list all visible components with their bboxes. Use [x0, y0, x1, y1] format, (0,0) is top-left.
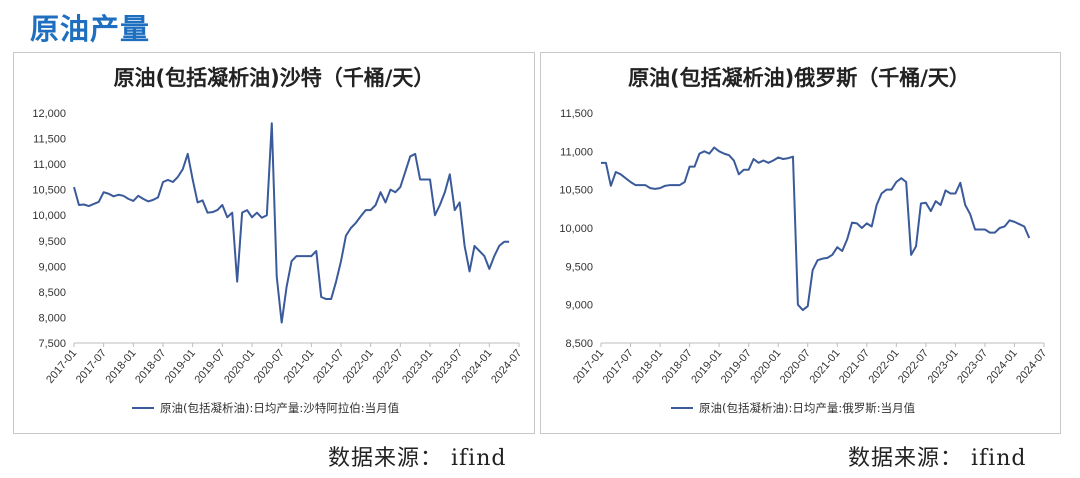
legend-label: 原油(包括凝析油):日均产量:沙特阿拉伯:当月值	[160, 401, 400, 415]
x-tick-label: 2022-01	[866, 347, 901, 386]
y-tick-label: 11,500	[33, 134, 66, 146]
x-tick-label: 2024-07	[1014, 347, 1049, 386]
chart-title: 原油(包括凝析油)俄罗斯（千桶/天）	[628, 66, 970, 90]
x-tick-label: 2024-01	[985, 347, 1020, 386]
y-tick-label: 10,000	[559, 223, 593, 235]
y-tick-label: 9,500	[565, 261, 593, 273]
x-tick-label: 2023-07	[430, 347, 465, 386]
x-tick-label: 2018-07	[133, 347, 168, 386]
chart-saudi: 原油(包括凝析油)沙特（千桶/天） 7,500 8,000 8,500 9,000 9,5…	[32, 66, 524, 415]
x-tick-label: 2019-01	[163, 347, 198, 386]
chart-panel-saudi: 原油(包括凝析油)沙特（千桶/天） 7,500 8,000 8,500 9,000 9,5…	[13, 52, 535, 434]
y-tick-label: 12,000	[32, 108, 66, 120]
y-tick-label: 10,000	[32, 210, 66, 222]
x-tick-label: 2017-07	[601, 347, 636, 386]
y-tick-label: 8,000	[38, 312, 66, 324]
x-tick-label: 2022-01	[341, 347, 376, 386]
x-tick-label: 2023-01	[926, 347, 961, 386]
x-tick-label: 2022-07	[370, 347, 405, 386]
x-tick-label: 2020-01	[748, 347, 783, 386]
x-tick-label: 2017-07	[74, 347, 109, 386]
y-tick-label: 9,000	[38, 261, 66, 273]
x-tick-label: 2018-07	[660, 347, 695, 386]
y-tick-label: 10,500	[559, 185, 593, 197]
x-tick-label: 2019-07	[192, 347, 227, 386]
y-tick-label: 8,500	[565, 338, 593, 350]
x-tick-label: 2021-07	[311, 347, 346, 386]
x-tick-label: 2019-01	[689, 347, 724, 386]
y-tick-label: 10,500	[32, 185, 66, 197]
x-tick-label: 2023-01	[400, 347, 435, 386]
x-tick-label: 2018-01	[630, 347, 665, 386]
y-tick-label: 11,000	[33, 159, 66, 171]
x-tick-label: 2024-07	[489, 347, 524, 386]
legend-label: 原油(包括凝析油):日均产量:俄罗斯:当月值	[699, 401, 916, 415]
x-tick-label: 2020-07	[252, 347, 287, 386]
x-tick-label: 2023-07	[955, 347, 990, 386]
x-tick-label: 2019-07	[719, 347, 754, 386]
chart-panel-russia: 原油(包括凝析油)俄罗斯（千桶/天） 8,500 9,000 9,500 10,000 1…	[540, 52, 1061, 434]
x-tick-label: 2018-01	[103, 347, 138, 386]
series-line-russia	[601, 146, 1031, 312]
x-tick-label: 2021-07	[837, 347, 872, 386]
page-title: 原油产量	[30, 12, 151, 46]
x-tick-label: 2024-01	[459, 347, 494, 386]
x-tick-label: 2022-07	[896, 347, 931, 386]
x-tick-label: 2017-01	[571, 347, 606, 386]
y-tick-label: 8,500	[38, 287, 66, 299]
chart-russia: 原油(包括凝析油)俄罗斯（千桶/天） 8,500 9,000 9,500 10,000 1…	[559, 66, 1049, 415]
y-tick-label: 9,500	[38, 236, 66, 248]
x-tick-label: 2021-01	[807, 347, 842, 386]
x-tick-label: 2021-01	[281, 347, 316, 386]
series-line-saudi	[73, 122, 510, 324]
source-note-right: 数据来源： ifind	[848, 446, 1027, 471]
x-tick-label: 2017-01	[44, 347, 79, 386]
source-note-left: 数据来源： ifind	[328, 446, 507, 471]
y-tick-label: 9,000	[565, 300, 593, 312]
x-tick-label: 2020-01	[222, 347, 257, 386]
y-tick-label: 7,500	[38, 338, 66, 350]
chart-title: 原油(包括凝析油)沙特（千桶/天）	[114, 66, 435, 90]
x-tick-label: 2020-07	[778, 347, 813, 386]
y-tick-label: 11,500	[560, 108, 593, 120]
y-tick-label: 11,000	[560, 146, 593, 158]
